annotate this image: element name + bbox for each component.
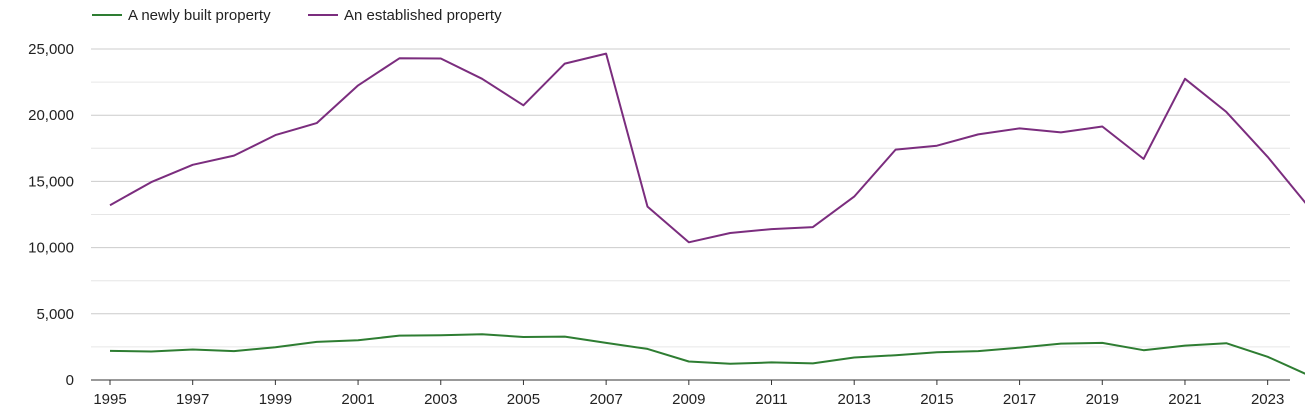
x-tick-label: 2019: [1086, 391, 1119, 408]
y-tick-label: 10,000: [28, 240, 74, 257]
x-tick-label: 2015: [920, 391, 953, 408]
legend: A newly built property An established pr…: [92, 7, 502, 24]
x-tick-label: 2007: [589, 391, 622, 408]
x-tick-label: 2013: [838, 391, 871, 408]
y-tick-label: 0: [66, 372, 74, 389]
legend-label-established: An established property: [344, 7, 502, 24]
y-tick-label: 20,000: [28, 107, 74, 124]
x-tick-label: 2003: [424, 391, 457, 408]
x-tick-label: 2009: [672, 391, 705, 408]
x-axis-ticks: 1995 1997 1999 2001 2003 2005 2007 2009 2011 2013…: [93, 380, 1284, 408]
x-tick-label: 1995: [93, 391, 126, 408]
series-line-established: [109, 52, 1305, 244]
y-tick-label: 25,000: [28, 41, 74, 58]
y-tick-label: 15,000: [28, 173, 74, 190]
x-tick-label: 1997: [176, 391, 209, 408]
grid: [91, 48, 1290, 348]
y-tick-label: 5,000: [36, 306, 74, 323]
x-tick-label: 2023: [1251, 391, 1284, 408]
series-line-newly-built: [109, 333, 1305, 375]
series-lines: [109, 52, 1305, 375]
legend-label-newly-built: A newly built property: [128, 7, 271, 24]
x-tick-label: 2021: [1168, 391, 1201, 408]
x-tick-label: 2005: [507, 391, 540, 408]
x-tick-label: 2001: [341, 391, 374, 408]
x-tick-label: 2011: [755, 391, 787, 408]
x-tick-label: 2017: [1003, 391, 1036, 408]
x-tick-label: 1999: [259, 391, 292, 408]
y-axis-ticks: 0 5,000 10,000 15,000 20,000 25,000: [28, 41, 74, 389]
